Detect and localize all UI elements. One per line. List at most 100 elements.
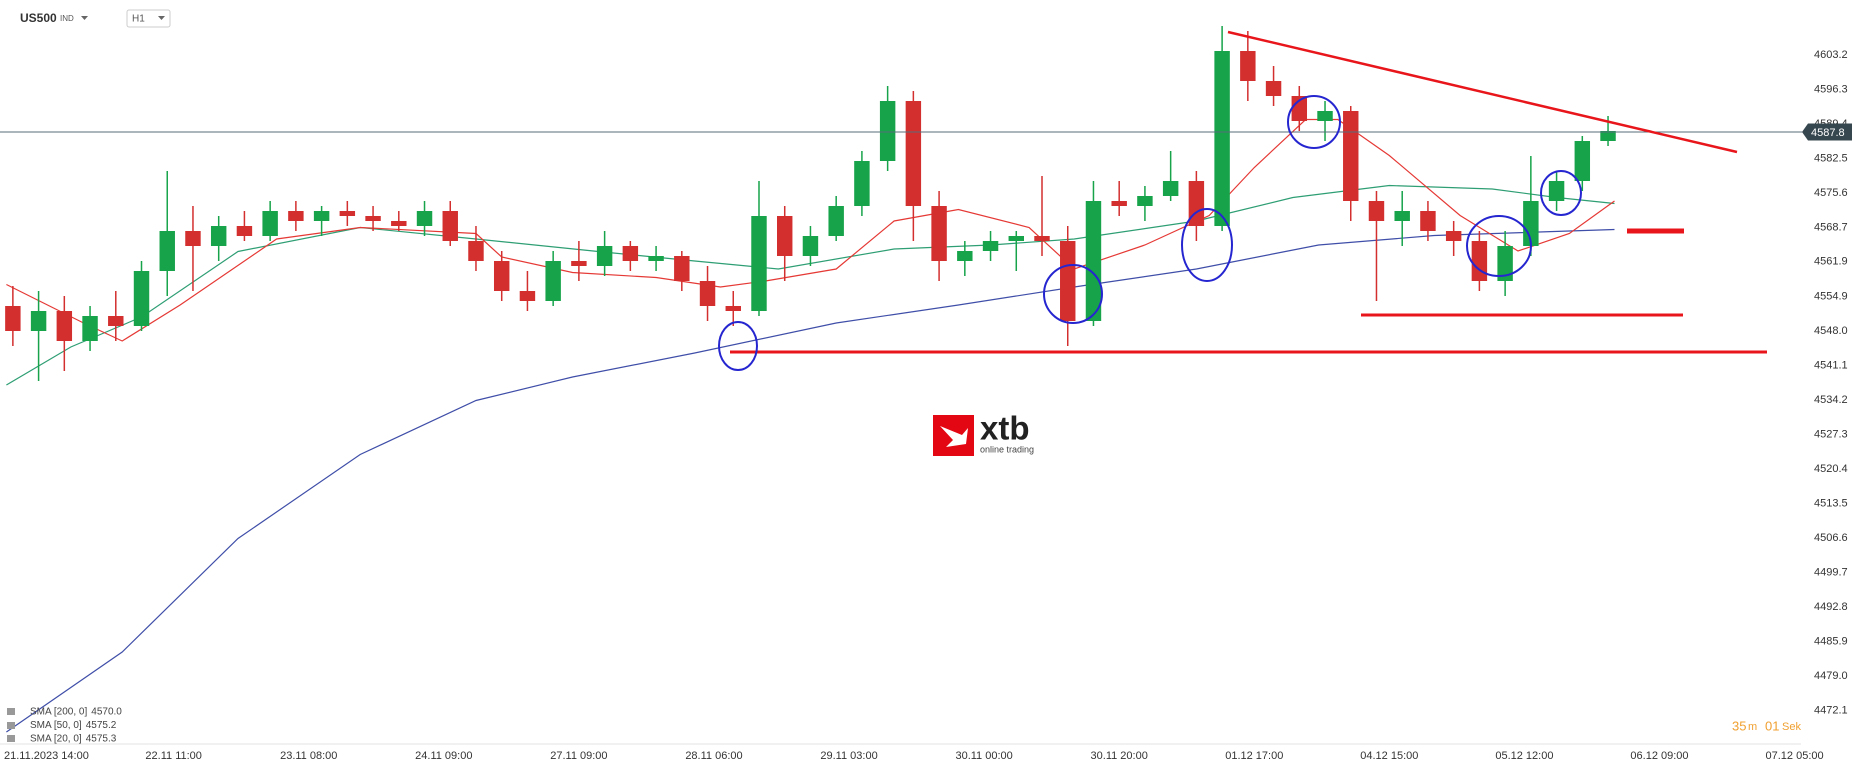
price-label: 4587.8 [1811, 127, 1845, 139]
highlight-circle [1043, 264, 1103, 324]
candle-body [957, 251, 973, 261]
x-tick-label: 21.11.2023 14:00 [4, 750, 89, 762]
candle-body [545, 261, 561, 301]
drawings [718, 30, 1767, 371]
candle-body [365, 216, 381, 221]
candle-body [416, 211, 433, 226]
candle-body [1343, 111, 1359, 201]
candle-body [854, 161, 870, 206]
y-tick-label: 4527.3 [1814, 428, 1848, 440]
x-tick-label: 29.11 03:00 [820, 750, 877, 762]
y-tick-label: 4499.7 [1814, 566, 1848, 578]
y-tick-label: 4603.2 [1814, 49, 1848, 61]
candle-body [1214, 51, 1230, 226]
price-label-box [1802, 123, 1852, 141]
candle-body [1317, 111, 1333, 121]
symbol-dropdown[interactable] [81, 16, 88, 20]
candle-body [159, 231, 175, 271]
candle-body [905, 101, 922, 206]
candle-body [1240, 51, 1256, 81]
candle-body [185, 231, 201, 246]
symbol[interactable]: US500 [20, 11, 57, 25]
candle-body [5, 306, 21, 331]
candle-body [1111, 201, 1127, 206]
interval-box[interactable] [126, 9, 171, 28]
candle-body [1085, 201, 1102, 321]
candle-body [879, 101, 896, 161]
candle-body [288, 211, 304, 221]
y-tick-label: 4596.3 [1814, 83, 1848, 95]
candle-body [56, 311, 73, 341]
candle-body [802, 236, 819, 256]
y-tick-label: 4582.5 [1814, 152, 1848, 164]
x-tick-label: 30.11 00:00 [955, 750, 1012, 762]
legend-name: SMA [50, 0] [30, 720, 82, 731]
candle-body [1394, 211, 1410, 221]
candle-body [1034, 236, 1050, 241]
legend-value: 4575.2 [86, 720, 117, 731]
candle-body [1420, 211, 1436, 231]
y-tick-label: 4568.7 [1814, 221, 1848, 233]
y-tick-label: 4561.9 [1814, 255, 1848, 267]
y-tick-label: 4492.8 [1814, 601, 1848, 613]
x-tick-label: 27.11 09:00 [550, 750, 607, 762]
candle-body [1060, 241, 1076, 321]
candle-body [313, 211, 330, 221]
candle-body [1265, 81, 1282, 96]
candle-body [210, 226, 227, 246]
candle-body [1600, 131, 1616, 141]
sma-line [6, 184, 1615, 386]
interval-dropdown[interactable] [158, 16, 165, 20]
candle-body [1574, 141, 1591, 181]
candle-body [262, 211, 278, 236]
market: IND [60, 14, 74, 23]
candle-body [1008, 236, 1024, 241]
y-tick-label: 4548.0 [1814, 325, 1848, 337]
x-tick-label: 28.11 06:00 [685, 750, 742, 762]
y-tick-label: 4479.0 [1814, 670, 1848, 682]
legend-name: SMA [200, 0] [30, 707, 87, 718]
candle-body [674, 256, 690, 281]
candle-body [1137, 196, 1153, 206]
legend-icons [7, 708, 15, 742]
candle-body [82, 316, 98, 341]
y-tick-label: 4541.1 [1814, 359, 1848, 371]
x-tick-label: 24.11 09:00 [415, 750, 472, 762]
candle-body [133, 271, 150, 326]
legend-icon [7, 735, 15, 742]
highlight-circle [718, 321, 758, 371]
candle-body [699, 281, 716, 306]
candle-body [596, 246, 613, 266]
timer-seconds-unit: Sek [1782, 721, 1801, 733]
y-tick-label: 4554.9 [1814, 290, 1848, 302]
x-tick-label: 22.11 11:00 [145, 750, 201, 762]
candle-body [777, 216, 793, 256]
candle-body [648, 256, 664, 261]
highlight-circle [1540, 170, 1582, 216]
candle-body [622, 246, 639, 261]
y-tick-label: 4575.6 [1814, 187, 1848, 199]
candle-body [982, 241, 999, 251]
timer-seconds: 01 [1765, 718, 1779, 733]
legend-icon [7, 708, 15, 715]
logo-glyph [940, 426, 968, 447]
highlight-circle [1287, 95, 1341, 149]
timer-minutes-unit: m [1748, 721, 1757, 733]
candle-body [828, 206, 844, 236]
candle-body [1368, 201, 1385, 221]
candle-body [931, 206, 947, 261]
candle-body [1548, 181, 1565, 201]
legend-value: 4570.0 [91, 707, 122, 718]
candle-body [391, 221, 407, 226]
candle-body [1188, 181, 1205, 226]
logo-brand: xtb [980, 410, 1030, 447]
interval[interactable]: H1 [132, 14, 145, 25]
highlight-circle [1466, 215, 1532, 277]
timer-minutes: 35 [1732, 718, 1746, 733]
candle-body [339, 211, 356, 216]
candle-body [571, 261, 587, 266]
legend-value: 4575.3 [86, 734, 117, 745]
trend-line [1227, 30, 1738, 154]
